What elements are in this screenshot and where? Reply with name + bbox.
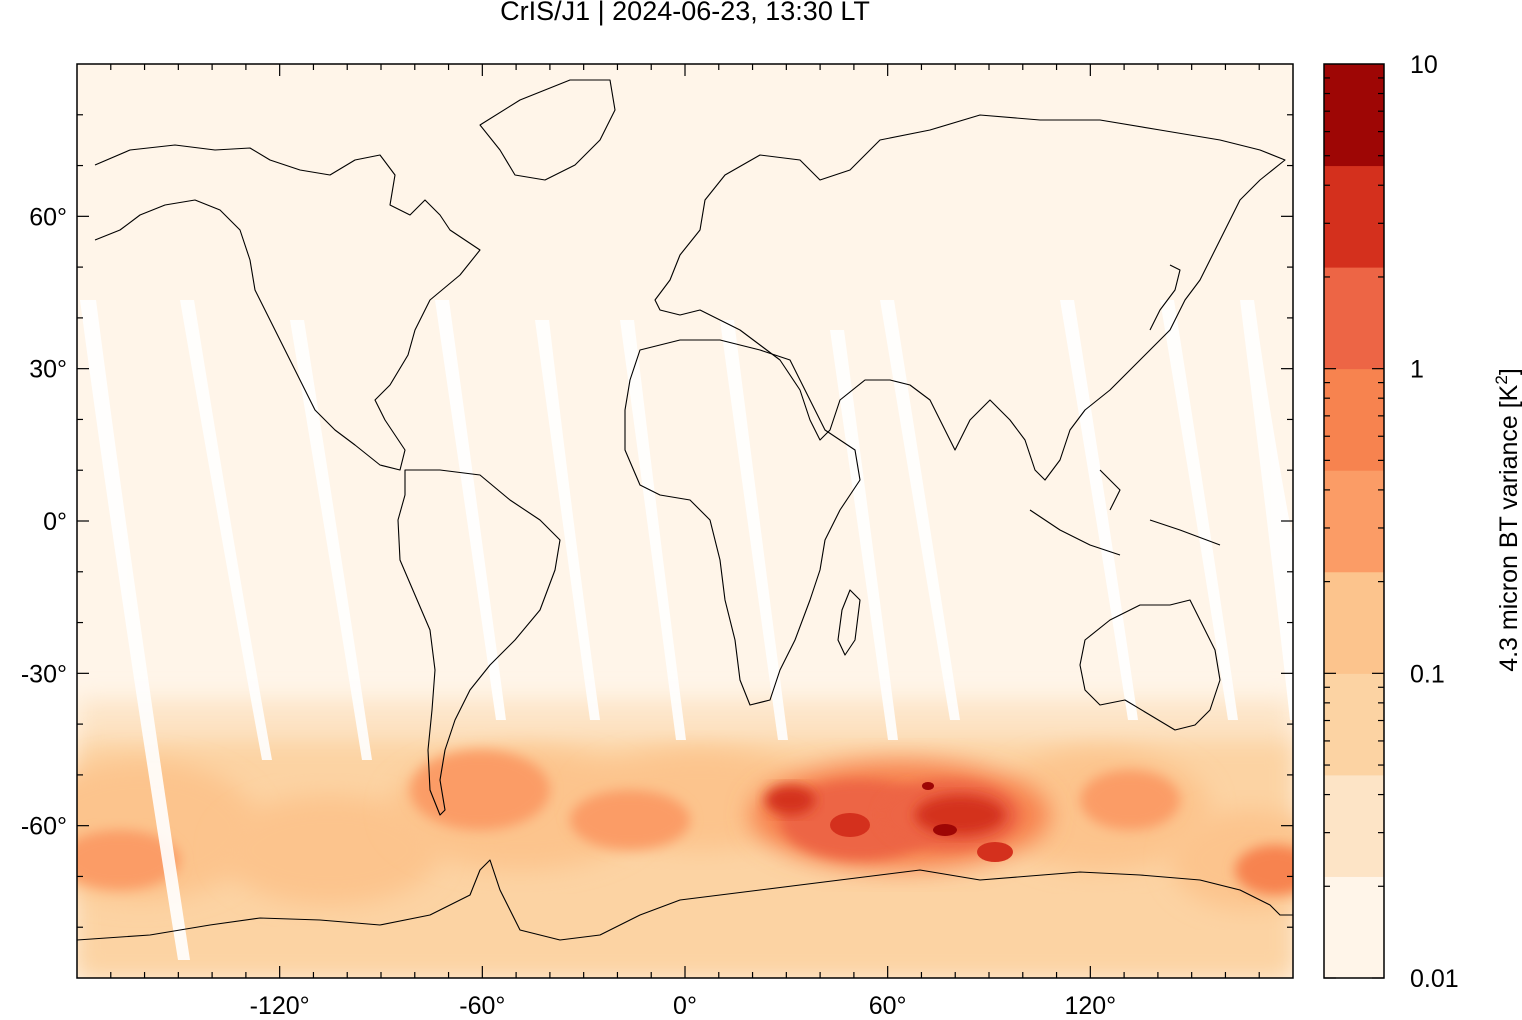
coast-north-america [94,144,481,471]
lat-tick-label: 60° [29,203,67,231]
coast-antarctica [77,859,1293,941]
colorbar-segment [1324,267,1384,370]
map-ticks [77,64,1293,978]
coast-australia [1079,599,1221,731]
colorbar-tick-label: 0.1 [1410,660,1445,688]
colorbar-tick-label: 1 [1410,356,1424,384]
colorbar-segment [1324,673,1384,776]
lon-tick-label: 60° [869,992,907,1020]
lat-tick-label: 30° [29,356,67,384]
coast-greenland [479,79,616,181]
colorbar-tick-label: 10 [1410,51,1438,79]
lat-tick-label: 0° [43,508,67,536]
colorbar-segment [1324,165,1384,268]
colorbar-frame [1323,63,1385,979]
colorbar-tick-label: 0.01 [1410,965,1459,993]
colorbar-label-superscript: 2 [1492,375,1511,384]
longitude-labels: -120° -60° 0° 60° 120° [250,992,1117,1020]
coast-south-america [397,469,561,816]
colorbar-segment [1324,368,1384,471]
map-panel [77,64,1293,978]
coastlines [77,79,1293,941]
colorbar-label: 4.3 micron BT variance [K2] [1492,368,1522,672]
latitude-labels: 60° 30° 0° -30° -60° [21,203,67,840]
colorbar-ticks [1324,77,1384,979]
orbit-gaps [80,300,1293,960]
lon-tick-label: -60° [459,992,505,1020]
lon-tick-label: -120° [250,992,310,1020]
colorbar-segment [1324,64,1384,167]
coast-africa [624,339,861,706]
lat-tick-label: -30° [21,660,67,688]
coast-indonesia [1029,469,1221,556]
variance-field [77,700,1293,978]
colorbar [1323,63,1385,979]
lon-tick-label: 120° [1064,992,1116,1020]
coast-japan [1149,264,1181,331]
lon-tick-label: 0° [673,992,697,1020]
coast-eurasia [654,114,1286,481]
lat-tick-label: -60° [21,813,67,841]
colorbar-segment [1324,470,1384,573]
plot-title: CrIS/J1 | 2024-06-23, 13:30 LT [500,0,870,26]
colorbar-segment [1324,571,1384,674]
coast-madagascar [837,589,861,656]
colorbar-segment [1324,876,1384,979]
colorbar-tick-labels: 10 1 0.1 0.01 [1410,51,1459,993]
colorbar-segment [1324,774,1384,877]
